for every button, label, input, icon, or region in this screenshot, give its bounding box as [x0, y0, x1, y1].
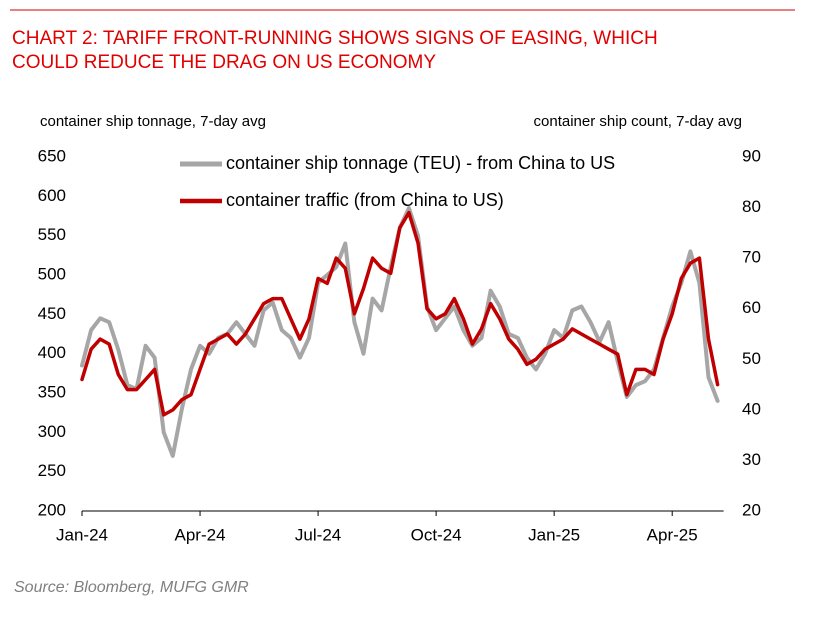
series-line — [80, 210, 720, 417]
y-tick-label: 450 — [38, 304, 66, 323]
y-tick-label: 350 — [38, 382, 66, 401]
x-tick-label: Apr-24 — [175, 525, 226, 544]
y2-tick-label: 50 — [742, 349, 761, 368]
legend-label: container ship tonnage (TEU) - from Chin… — [226, 153, 615, 173]
source: Source: Bloomberg, MUFG GMR — [14, 579, 249, 596]
y-tick-label: 650 — [38, 146, 66, 165]
y2-tick-label: 20 — [742, 500, 761, 519]
x-tick-label: Oct-24 — [411, 525, 462, 544]
legend-label: container traffic (from China to US) — [226, 190, 504, 210]
series-line — [80, 206, 720, 458]
y2-axis-label: container ship count, 7-day avg — [534, 113, 742, 130]
chart-title: COULD REDUCE THE DRAG ON US ECONOMY — [12, 52, 436, 73]
y2-tick-label: 40 — [742, 399, 761, 418]
y2-tick-label: 90 — [742, 146, 761, 165]
y2-tick-label: 30 — [742, 450, 761, 469]
y2-tick-label: 80 — [742, 197, 761, 216]
y2-tick-label: 60 — [742, 298, 761, 317]
y-tick-label: 550 — [38, 225, 66, 244]
y-tick-label: 600 — [38, 186, 66, 205]
y-tick-label: 300 — [38, 422, 66, 441]
y2-tick-label: 70 — [742, 248, 761, 267]
y-axis-label: container ship tonnage, 7-day avg — [40, 113, 266, 130]
y-tick-label: 250 — [38, 461, 66, 480]
x-tick-label: Jul-24 — [295, 525, 341, 544]
x-tick-label: Jan-24 — [56, 525, 108, 544]
chart-title: CHART 2: TARIFF FRONT-RUNNING SHOWS SIGN… — [12, 28, 658, 49]
y-tick-label: 400 — [38, 343, 66, 362]
y-tick-label: 200 — [38, 500, 66, 519]
x-tick-label: Apr-25 — [647, 525, 698, 544]
x-tick-label: Jan-25 — [528, 525, 580, 544]
y-tick-label: 500 — [38, 264, 66, 283]
